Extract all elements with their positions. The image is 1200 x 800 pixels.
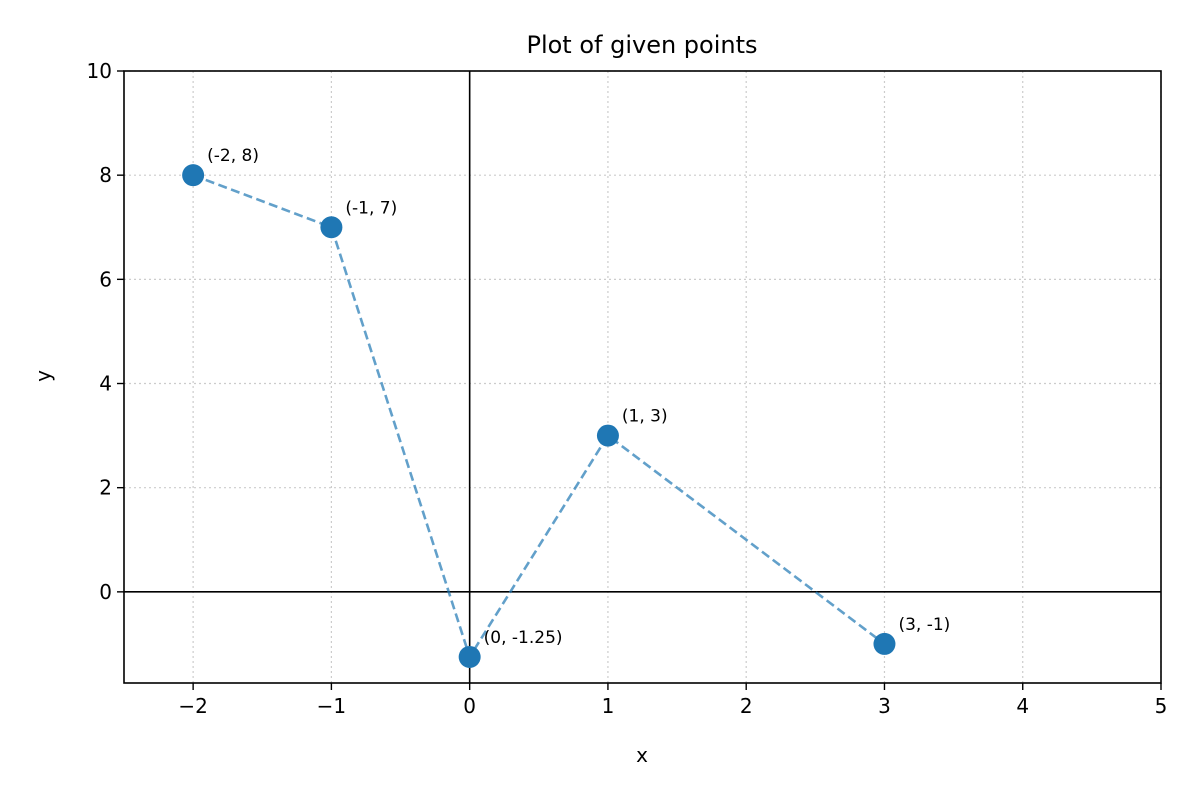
chart-title: Plot of given points <box>526 31 757 59</box>
point-label: (3, -1) <box>898 615 950 635</box>
y-tick-label: 10 <box>87 59 112 83</box>
x-axis-label: x <box>636 743 648 767</box>
x-tick-label: 4 <box>1016 694 1029 718</box>
series-line <box>192 173 886 661</box>
point-label: (-1, 7) <box>345 198 397 218</box>
point-label: (-2, 8) <box>207 146 259 166</box>
plot-frame <box>123 70 1162 684</box>
data-point <box>596 424 619 447</box>
y-tick-label: 6 <box>99 267 112 291</box>
y-axis-label: y <box>31 370 55 382</box>
x-tick-label: −1 <box>317 694 346 718</box>
x-tick-label: −2 <box>178 694 207 718</box>
x-tick-label: 3 <box>878 694 891 718</box>
data-series: (-2, 8) (-1, 7) (0, -1.25) (1, 3) (3, -1) <box>182 146 950 668</box>
data-point <box>182 164 205 187</box>
x-tick-label: 2 <box>740 694 753 718</box>
x-axis-ticks: −2 −1 0 1 2 3 4 5 <box>178 683 1167 718</box>
y-tick-label: 2 <box>99 476 112 500</box>
x-tick-label: 1 <box>602 694 615 718</box>
data-point <box>873 632 896 655</box>
y-tick-label: 4 <box>99 372 112 396</box>
point-label: (1, 3) <box>622 407 668 427</box>
x-tick-label: 5 <box>1155 694 1168 718</box>
point-label: (0, -1.25) <box>484 628 563 648</box>
data-point <box>458 645 481 668</box>
data-point <box>320 216 343 239</box>
y-tick-label: 8 <box>99 163 112 187</box>
x-tick-label: 0 <box>463 694 476 718</box>
zero-axis-lines <box>124 71 1161 683</box>
y-axis-ticks: 0 2 4 6 8 10 <box>87 59 124 604</box>
y-tick-label: 0 <box>99 580 112 604</box>
